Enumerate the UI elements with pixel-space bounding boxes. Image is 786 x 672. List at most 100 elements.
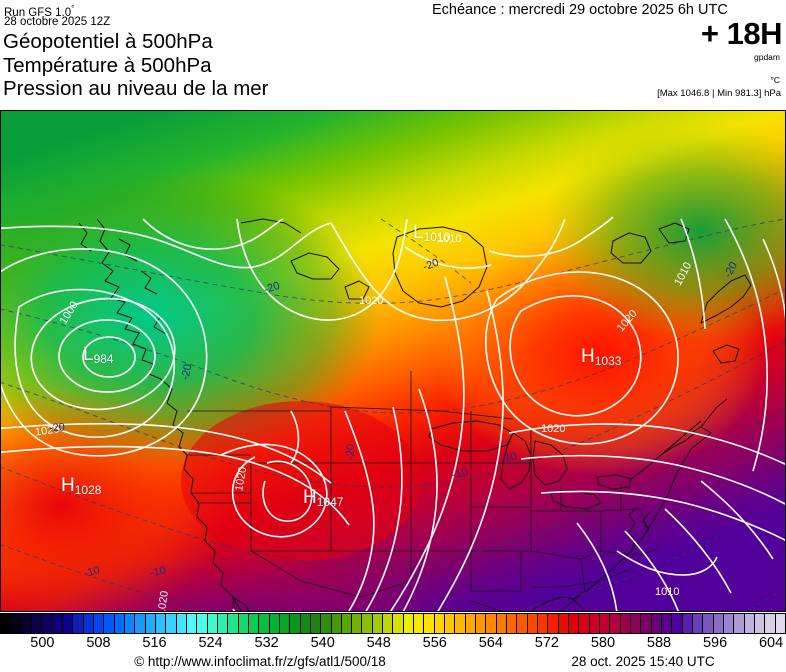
colorbar-swatch: [692, 614, 704, 633]
run-model-label: Run GFS 1.0°: [4, 2, 74, 20]
colorbar-swatch: [723, 614, 735, 633]
colorbar-swatch: [135, 614, 146, 633]
unit-geopotential-label: gpdam: [754, 52, 780, 62]
colorbar-tick-label: 540: [310, 635, 335, 651]
colorbar-swatch: [424, 614, 435, 633]
colorbar-swatch: [734, 614, 745, 633]
colorbar-swatch: [455, 614, 466, 633]
colorbar-ticks: 500 508 516 524 532 540 548 556 564 572 580 588 596 6…: [0, 635, 786, 653]
colorbar-swatch: [269, 614, 280, 633]
map-canvas[interactable]: L984 H1028 H1047 H1033 L1011 L1010 L981 …: [0, 110, 786, 612]
colorbar-swatch: [558, 614, 570, 633]
colorbar-swatch: [713, 614, 724, 633]
colorbar-swatch: [641, 614, 652, 633]
colorbar-swatch: [217, 614, 229, 633]
colorbar-swatch: [73, 614, 84, 633]
colorbar-swatch: [114, 614, 125, 633]
colorbar-swatch: [1, 614, 12, 633]
colorbar-swatch: [651, 614, 662, 633]
colorbar-swatch: [631, 614, 642, 633]
minmax-label: [Max 1046.8 | Min 981.3] hPa: [657, 88, 781, 99]
colorbar-swatch: [765, 614, 776, 633]
colorbar-swatch: [341, 614, 353, 633]
colorbar-swatch: [496, 614, 508, 633]
colorbar-swatch: [300, 614, 311, 633]
colorbar-swatch: [465, 614, 477, 633]
colorbar-swatch: [445, 614, 456, 633]
colorbar-swatch: [279, 614, 291, 633]
run-date-label: 28 octobre 2025 12Z: [4, 16, 111, 28]
colorbar-tick-label: 532: [254, 635, 279, 651]
credit-label[interactable]: © http://www.infoclimat.fr/z/gfs/atl1/50…: [134, 654, 386, 669]
colorbar-swatch: [548, 614, 559, 633]
coastlines: [78, 218, 752, 611]
colorbar-swatch: [569, 614, 580, 633]
colorbar-tick-label: 580: [590, 635, 616, 651]
colorbar-tick-label: 588: [646, 635, 672, 651]
generated-time-label: 28 oct. 2025 15:40 UTC: [571, 654, 715, 669]
colorbar-swatch: [248, 614, 260, 633]
colorbar-tick-label: 604: [758, 635, 784, 651]
colorbar-swatch: [486, 614, 497, 633]
colorbar-swatch: [434, 614, 446, 633]
colorbar-swatch: [754, 614, 766, 633]
colorbar-tick-label: 524: [198, 635, 223, 651]
colorbar-swatch: [207, 614, 218, 633]
colorbar-swatch: [703, 614, 714, 633]
geopotential-field: [1, 111, 785, 611]
map-svg: [1, 111, 785, 611]
colorbar-swatch: [321, 614, 332, 633]
colorbar-swatch: [310, 614, 322, 633]
colorbar-swatch: [507, 614, 518, 633]
colorbar-swatch: [527, 614, 539, 633]
colorbar-swatch: [186, 614, 198, 633]
colorbar-swatch: [414, 614, 425, 633]
valid-time-label: Echéance : mercredi 29 octobre 2025 6h U…: [432, 2, 728, 18]
lead-time-label: + 18H: [700, 16, 783, 51]
colorbar-swatch: [166, 614, 177, 633]
colorbar-tick-label: 516: [142, 635, 167, 651]
colorbar-swatch: [93, 614, 105, 633]
colorbar-swatch: [228, 614, 239, 633]
colorbar-swatch: [662, 614, 673, 633]
colorbar-swatch: [11, 614, 22, 633]
colorbar-swatch: [238, 614, 249, 633]
unit-temperature-label: °C: [770, 75, 780, 85]
colorbar-swatch: [352, 614, 363, 633]
isobars: [1, 216, 785, 611]
colorbar-swatch: [197, 614, 208, 633]
colorbar-tick-label: 548: [366, 635, 391, 651]
colorbar-swatch: [83, 614, 94, 633]
degree-symbol: °: [71, 4, 75, 13]
colorbar-swatch: [290, 614, 301, 633]
colorbar[interactable]: [0, 613, 786, 634]
run-model-text: Run GFS 1.0: [4, 6, 72, 19]
colorbar-swatch: [538, 614, 549, 633]
colorbar-swatch: [124, 614, 136, 633]
colorbar-swatch: [393, 614, 404, 633]
colorbar-tick-label: 556: [422, 635, 447, 651]
colorbar-swatch: [589, 614, 601, 633]
colorbar-swatch: [104, 614, 115, 633]
colorbar-swatch: [682, 614, 693, 633]
colorbar-swatch: [383, 614, 394, 633]
colorbar-tick-label: 572: [534, 635, 559, 651]
state-borders: [187, 371, 662, 611]
colorbar-tick-label: 508: [86, 635, 111, 651]
colorbar-swatch: [620, 614, 632, 633]
colorbar-swatch: [403, 614, 415, 633]
title-geopotential: Géopotentiel à 500hPa: [3, 30, 213, 53]
colorbar-tick-label: 596: [702, 635, 728, 651]
colorbar-swatch: [775, 614, 785, 633]
title-sea-level-pressure: Pression au niveau de la mer: [3, 77, 269, 100]
colorbar-swatch: [62, 614, 74, 633]
colorbar-swatch: [600, 614, 611, 633]
colorbar-swatch: [176, 614, 187, 633]
colorbar-swatch: [579, 614, 590, 633]
colorbar-swatch: [259, 614, 270, 633]
colorbar-swatch: [155, 614, 167, 633]
colorbar-swatch: [672, 614, 683, 633]
colorbar-swatch: [42, 614, 53, 633]
colorbar-tick-label: 564: [478, 635, 503, 651]
